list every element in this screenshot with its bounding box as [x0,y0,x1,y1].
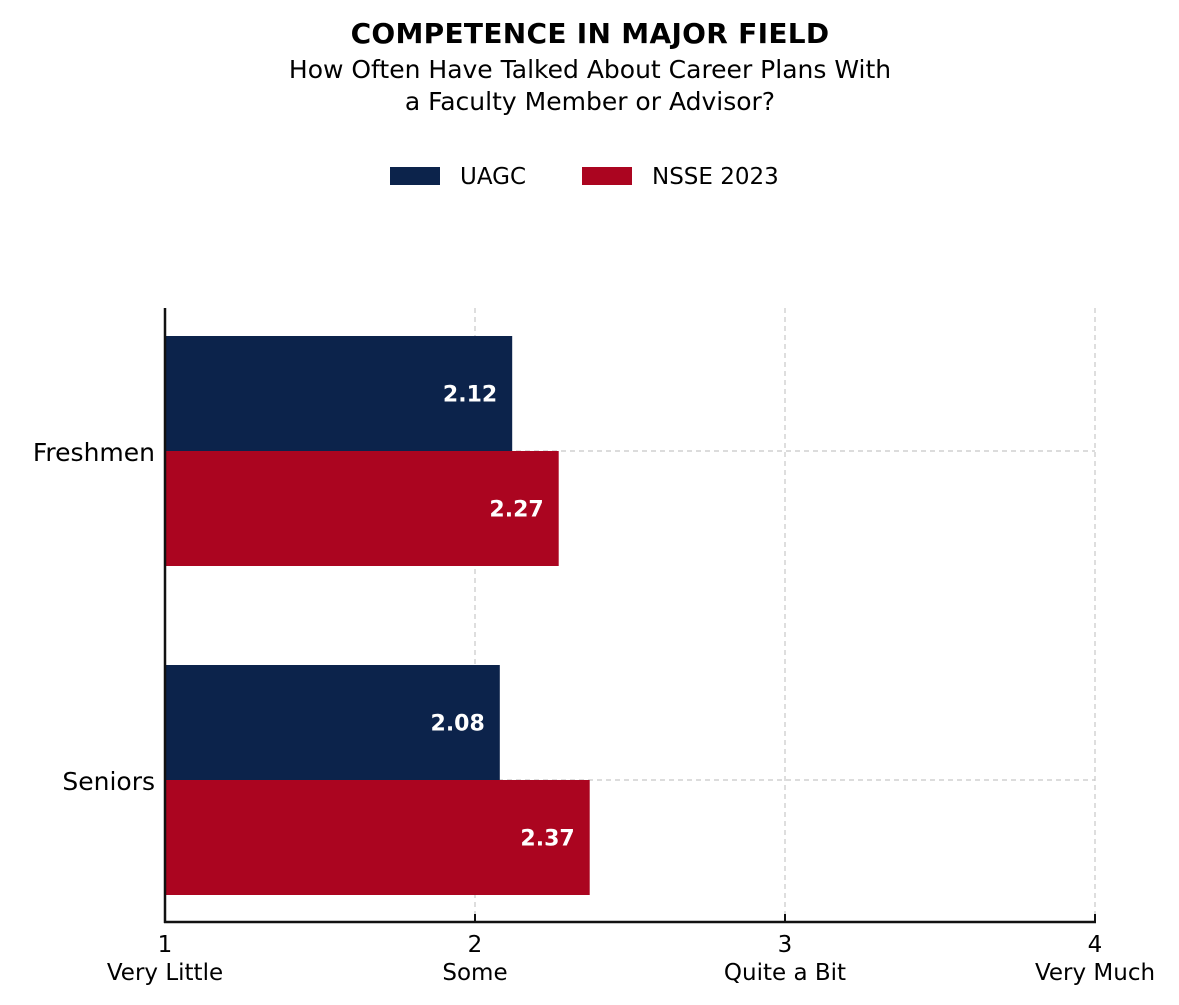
bar-freshmen-series-1 [165,336,513,451]
x-tick-value-2: 2 [468,932,483,958]
bars [165,336,590,895]
x-tick-value-1: 1 [158,932,173,958]
legend-swatch-1 [390,167,440,185]
category-label-freshmen: Freshmen [33,438,155,467]
legend-label-2: NSSE 2023 [652,164,779,190]
data-label-seniors-series-1: 2.08 [431,712,485,737]
chart-subtitle-line-2: a Faculty Member or Advisor? [405,87,775,116]
legend-label-1: UAGC [460,164,526,190]
data-label-freshmen-series-2: 2.27 [489,498,543,523]
data-label-freshmen-series-1: 2.12 [443,383,497,408]
chart-title: COMPETENCE IN MAJOR FIELD [351,17,830,50]
legend-swatch-2 [582,167,632,185]
x-tick-label-2: Some [442,960,507,986]
legend: UAGC NSSE 2023 [390,164,779,190]
axes [163,308,1096,924]
x-tick-value-4: 4 [1088,932,1103,958]
bar-freshmen-series-2 [165,451,559,566]
data-label-seniors-series-2: 2.37 [520,827,574,852]
x-tick-label-4: Very Much [1035,960,1155,986]
bar-seniors-series-2 [165,780,590,895]
bar-seniors-series-1 [165,665,500,780]
x-tick-value-3: 3 [778,932,793,958]
x-tick-label-3: Quite a Bit [724,960,846,986]
x-tick-label-1: Very Little [107,960,223,986]
chart-subtitle-line-1: How Often Have Talked About Career Plans… [289,55,891,84]
category-label-seniors: Seniors [62,767,155,796]
